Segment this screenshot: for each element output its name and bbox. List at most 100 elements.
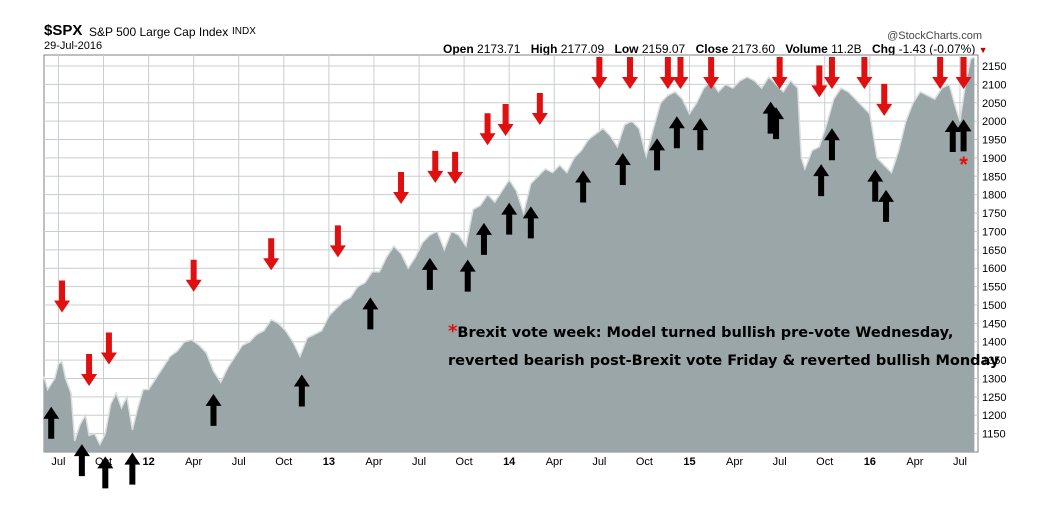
buy-signal-arrow (501, 202, 518, 235)
y-tick-label: 1950 (982, 135, 1006, 147)
buy-signal-arrow (293, 374, 310, 407)
sell-signal-arrow (427, 150, 444, 183)
x-tick-label: Jul (51, 456, 65, 468)
y-tick-label: 1600 (982, 263, 1006, 275)
sell-signal-arrow (393, 172, 410, 205)
buy-signal-arrow (205, 393, 222, 426)
x-tick-label: Jul (953, 456, 967, 468)
exchange-label: INDX (232, 26, 256, 37)
buy-signal-arrow (459, 259, 476, 292)
chg-label: Chg (871, 42, 896, 56)
annotation-line-2: reverted bearish post-Brexit vote Friday… (448, 353, 1000, 369)
x-tick-label: Apr (185, 456, 202, 468)
buy-signal-arrow (522, 206, 539, 239)
buy-signal-arrow (668, 116, 685, 149)
sell-signal-arrow (771, 57, 788, 89)
y-tick-label: 1750 (982, 208, 1006, 220)
buy-signal-arrow (475, 222, 492, 255)
y-tick-label: 2100 (982, 79, 1006, 91)
price-area (44, 57, 975, 452)
y-tick-label: 1900 (982, 153, 1006, 165)
x-tick-label: Jul (592, 456, 606, 468)
index-name: S&P 500 Large Cap Index (89, 25, 229, 39)
x-tick-label: Apr (906, 456, 923, 468)
ticker-symbol: $SPX (44, 22, 83, 39)
buy-signal-arrow (362, 297, 379, 330)
x-tick-label: Jul (773, 456, 787, 468)
buy-signal-arrow (955, 119, 972, 152)
x-tick-label: Oct (275, 456, 292, 468)
watermark: @StockCharts.com (887, 30, 982, 42)
sell-signal-arrow (447, 151, 464, 184)
sell-signal-arrow (100, 332, 117, 365)
low-value: 2159.07 (641, 42, 686, 56)
x-tick-label: 16 (864, 456, 876, 468)
sell-signal-arrow (263, 238, 280, 271)
y-tick-label: 1450 (982, 318, 1006, 330)
sell-signal-arrow (823, 57, 840, 89)
chg-value: -1.43 (-0.07%) (898, 42, 976, 56)
buy-signal-arrow (867, 169, 884, 202)
x-tick-label: 12 (142, 456, 154, 468)
sell-signal-arrow (932, 57, 949, 89)
price-line (43, 56, 975, 447)
close-label: Close (695, 42, 729, 56)
x-tick-label: 15 (683, 456, 695, 468)
sell-signal-arrow (81, 353, 98, 386)
y-tick-label: 1350 (982, 355, 1006, 367)
y-tick-label: 2050 (982, 98, 1006, 110)
buy-signal-arrow (575, 170, 592, 203)
buy-signal-arrow (73, 444, 90, 477)
buy-signal-arrow (614, 153, 631, 186)
x-tick-label: Apr (365, 456, 382, 468)
sell-signal-arrow (672, 57, 689, 89)
buy-signal-arrow (944, 119, 961, 152)
y-tick-label: 1500 (982, 300, 1006, 312)
sell-signal-arrow (54, 280, 71, 313)
sell-signal-arrow (811, 65, 828, 98)
y-tick-label: 1400 (982, 337, 1006, 349)
x-tick-label: 13 (323, 456, 335, 468)
x-tick-label: Jul (232, 456, 246, 468)
close-value: 2173.60 (731, 42, 775, 56)
buy-signal-arrow (43, 406, 60, 439)
buy-signal-arrow (421, 257, 438, 290)
x-tick-label: Apr (726, 456, 743, 468)
sell-signal-arrow (659, 57, 676, 89)
annotation-marker-star: * (959, 152, 968, 177)
buy-signal-arrow (649, 138, 666, 171)
sell-signal-arrow (622, 57, 639, 89)
y-tick-label: 1150 (982, 429, 1006, 441)
y-tick-label: 1300 (982, 373, 1006, 385)
x-tick-label: Oct (95, 456, 112, 468)
annotation-text: *Brexit vote week: Model turned bullish … (448, 318, 999, 375)
sell-signal-arrow (591, 57, 608, 89)
y-tick-label: 2000 (982, 116, 1006, 128)
sell-signal-arrow (955, 57, 972, 89)
sell-signal-arrow (329, 225, 346, 258)
chart-date: 29-Jul-2016 (44, 40, 103, 52)
high-label: High (530, 42, 558, 56)
sell-signal-arrow (531, 93, 548, 126)
open-value: 2173.71 (477, 42, 521, 56)
sell-signal-arrow (856, 57, 873, 89)
annotation-star: * (448, 321, 458, 342)
sell-signal-arrow (703, 57, 720, 89)
y-tick-label: 1800 (982, 190, 1006, 202)
annotation-line-1: Brexit vote week: Model turned bullish p… (457, 325, 954, 341)
y-tick-label: 1550 (982, 282, 1006, 294)
y-tick-label: 1650 (982, 245, 1006, 257)
y-tick-label: 1700 (982, 226, 1006, 238)
buy-signal-arrow (97, 456, 114, 489)
quote-line: Open 2173.71 High 2177.09 Low 2159.07 Cl… (443, 42, 988, 56)
buy-signal-arrow (692, 118, 709, 151)
x-tick-label: 14 (503, 456, 516, 468)
x-tick-label: Oct (636, 456, 653, 468)
x-tick-label: Oct (816, 456, 833, 468)
volume-label: Volume (785, 42, 828, 56)
buy-signal-arrow (813, 164, 830, 197)
x-tick-label: Apr (546, 456, 563, 468)
low-label: Low (614, 42, 639, 56)
